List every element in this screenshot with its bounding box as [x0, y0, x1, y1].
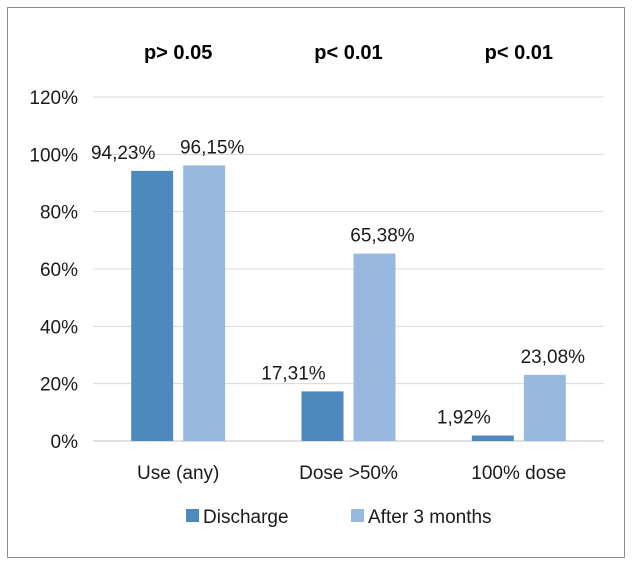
data-label: 94,23%	[91, 143, 156, 164]
category-label: Dose >50%	[299, 463, 398, 484]
y-tick-label: 40%	[40, 317, 78, 338]
bar-discharge	[471, 435, 514, 441]
data-label: 1,92%	[437, 407, 491, 428]
y-tick-label: 0%	[51, 432, 79, 453]
p-value-labels: p> 0.05 p< 0.01 p< 0.01	[144, 42, 553, 64]
x-axis-category-labels: Use (any) Dose >50% 100% dose	[137, 463, 566, 484]
bar-after-3-months	[183, 165, 226, 441]
data-label: 17,31%	[261, 363, 326, 384]
chart-frame: 0% 20% 40% 60% 80% 100% 120% 94,23% 96,15% 17,31…	[7, 7, 625, 558]
bar-chart: 0% 20% 40% 60% 80% 100% 120% 94,23% 96,15% 17,31…	[29, 42, 604, 528]
bars	[131, 165, 566, 441]
p-value-label: p> 0.05	[144, 42, 212, 64]
y-axis-tick-labels: 0% 20% 40% 60% 80% 100% 120%	[29, 88, 78, 453]
data-label: 23,08%	[521, 347, 586, 368]
y-tick-label: 100%	[29, 145, 78, 166]
gridlines	[93, 96, 604, 442]
legend-swatch-after-3-months	[351, 509, 364, 522]
legend-label: After 3 months	[368, 507, 492, 528]
category-label: 100% dose	[471, 463, 566, 484]
bar-after-3-months	[523, 374, 566, 441]
y-tick-label: 60%	[40, 260, 78, 281]
legend-swatch-discharge	[186, 509, 199, 522]
category-label: Use (any)	[137, 463, 219, 484]
legend-label: Discharge	[203, 507, 289, 528]
p-value-label: p< 0.01	[314, 42, 382, 64]
y-tick-label: 120%	[29, 88, 78, 109]
data-label: 96,15%	[180, 137, 245, 158]
bar-discharge	[131, 170, 174, 441]
data-label: 65,38%	[350, 226, 415, 247]
bar-discharge	[301, 391, 344, 441]
bar-after-3-months	[353, 253, 396, 441]
y-tick-label: 80%	[40, 203, 78, 224]
y-tick-label: 20%	[40, 375, 78, 396]
p-value-label: p< 0.01	[485, 42, 553, 64]
legend: Discharge After 3 months	[186, 507, 492, 528]
data-labels: 94,23% 96,15% 17,31% 65,38% 1,92% 23,08%	[91, 137, 585, 428]
